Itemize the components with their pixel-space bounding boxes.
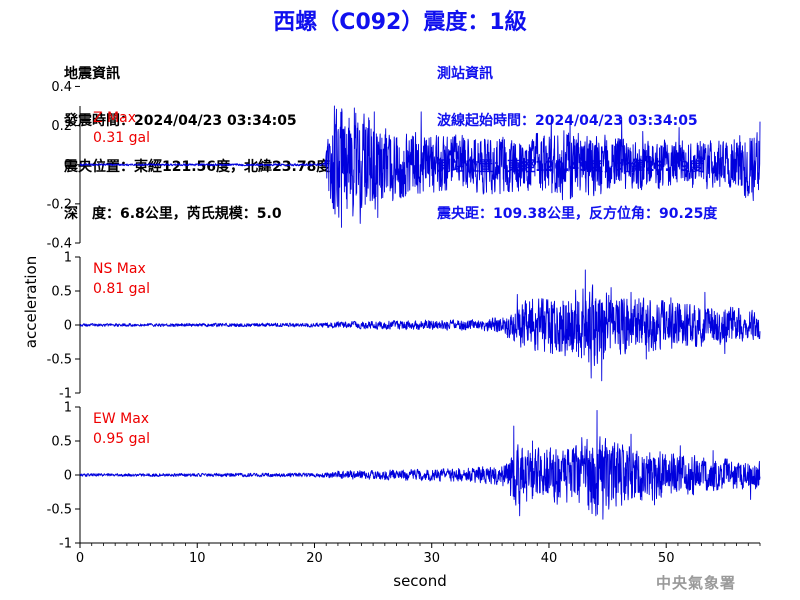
max-value-z: 0.31 gal (93, 130, 150, 146)
y-tick-label: 1 (64, 251, 72, 266)
station-info-heading: 測站資訊 (437, 66, 493, 82)
y-tick-label: -1 (59, 387, 72, 402)
y-tick-label: -1 (59, 537, 72, 552)
chart-title: 西螺（C092）震度：1級 (273, 10, 527, 35)
waveform-ew (79, 409, 761, 520)
y-tick-label: 0 (64, 158, 72, 173)
y-tick-label: -0.5 (47, 353, 72, 368)
epicentral-distance-text: 震央距：109.38公里，反方位角：90.25度 (437, 205, 718, 222)
x-tick-label: 50 (658, 551, 675, 566)
max-value-ns: 0.81 gal (93, 281, 150, 297)
y-tick-label: 0.5 (51, 285, 72, 300)
x-tick-label: 40 (541, 551, 558, 566)
y-tick-label: 0.2 (51, 119, 72, 134)
max-label-ew: EW Max (93, 411, 149, 427)
x-tick-label: 30 (423, 551, 440, 566)
x-tick-label: 20 (306, 551, 323, 566)
y-tick-label: -0.4 (47, 237, 72, 252)
max-value-ew: 0.95 gal (93, 431, 150, 447)
y-tick-label: -0.2 (47, 197, 72, 212)
earthquake-info-block: 地震資訊 發震時間：2024/04/23 03:34:05 震央位置：東經121… (64, 36, 330, 253)
x-tick-label: 0 (76, 551, 84, 566)
waveform-ns (79, 269, 761, 382)
origin-time-text: 發震時間：2024/04/23 03:34:05 (64, 112, 297, 129)
panel-ns: -1 -0.5 0 0.5 1 NS Max 0.81 gal (47, 251, 761, 402)
y-axis-label: acceleration (22, 256, 40, 348)
wave-start-time-text: 波線起始時間：2024/04/23 03:34:05 (437, 112, 698, 129)
max-label-ns: NS Max (93, 261, 146, 277)
y-tick-label: 0.4 (51, 80, 72, 95)
y-tick-label: 1 (64, 401, 72, 416)
earthquake-info-heading: 地震資訊 (64, 66, 120, 82)
y-tick-label: -0.5 (47, 503, 72, 518)
epicenter-text: 震央位置：東經121.56度，北緯23.78度 (64, 159, 331, 175)
max-label-z: Z Max (93, 110, 136, 126)
y-tick-label: 0.5 (51, 435, 72, 450)
organization-label: 中央氣象署 (656, 574, 737, 592)
panel-ew: -1 -0.5 0 0.5 1 EW Max 0.95 gal (47, 401, 761, 552)
y-tick-label: 0 (64, 319, 72, 334)
y-tick-label: 0 (64, 469, 72, 484)
panel-z: -0.4 -0.2 0 0.2 0.4 Z Max 0.31 gal (47, 80, 761, 252)
x-tick-label: 10 (189, 551, 206, 566)
depth-magnitude-text: 深 度：6.8公里，芮氏規模：5.0 (64, 205, 282, 222)
x-axis-label: second (393, 572, 447, 590)
waveform-z (79, 105, 761, 228)
